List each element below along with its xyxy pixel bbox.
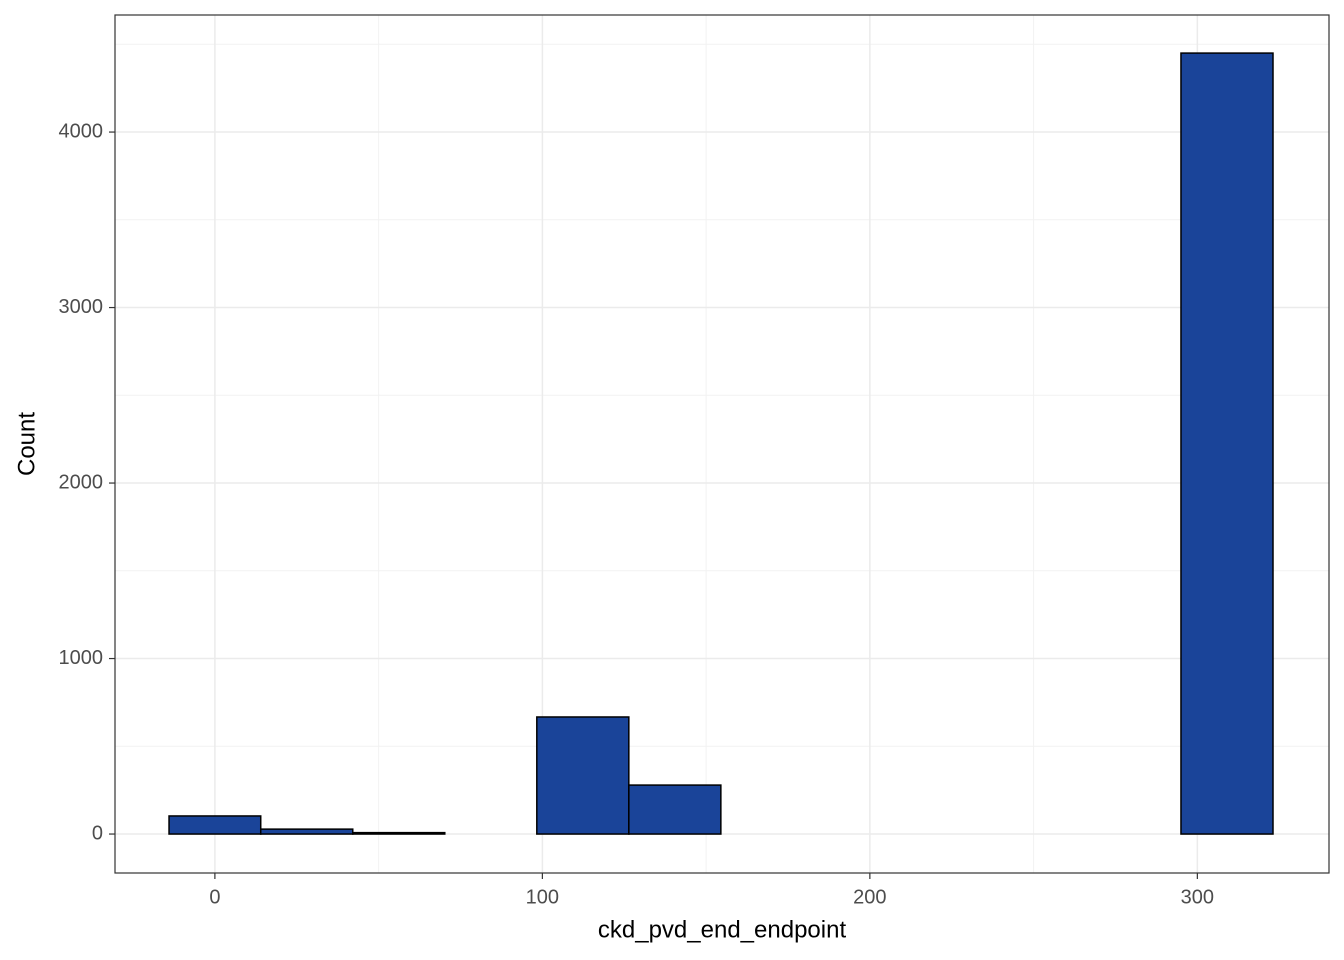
y-tick-label: 1000 bbox=[59, 647, 104, 669]
bar bbox=[352, 831, 446, 835]
bar bbox=[1180, 52, 1274, 835]
y-tick-label: 2000 bbox=[59, 471, 104, 493]
y-tick-label: 3000 bbox=[59, 296, 104, 318]
x-tick-label: 0 bbox=[209, 886, 220, 908]
bar bbox=[259, 828, 354, 835]
x-axis-title: ckd_pvd_end_endpoint bbox=[598, 916, 847, 943]
bar bbox=[168, 815, 262, 835]
bar bbox=[628, 784, 722, 835]
y-tick-label: 4000 bbox=[59, 120, 104, 142]
panel-border bbox=[114, 14, 1330, 874]
x-tick-label: 100 bbox=[526, 886, 559, 908]
x-tick-label: 300 bbox=[1181, 886, 1214, 908]
x-tick-label: 200 bbox=[853, 886, 886, 908]
y-axis-title: Count bbox=[13, 412, 40, 476]
y-tick-label: 0 bbox=[92, 822, 103, 844]
bar bbox=[536, 716, 630, 835]
